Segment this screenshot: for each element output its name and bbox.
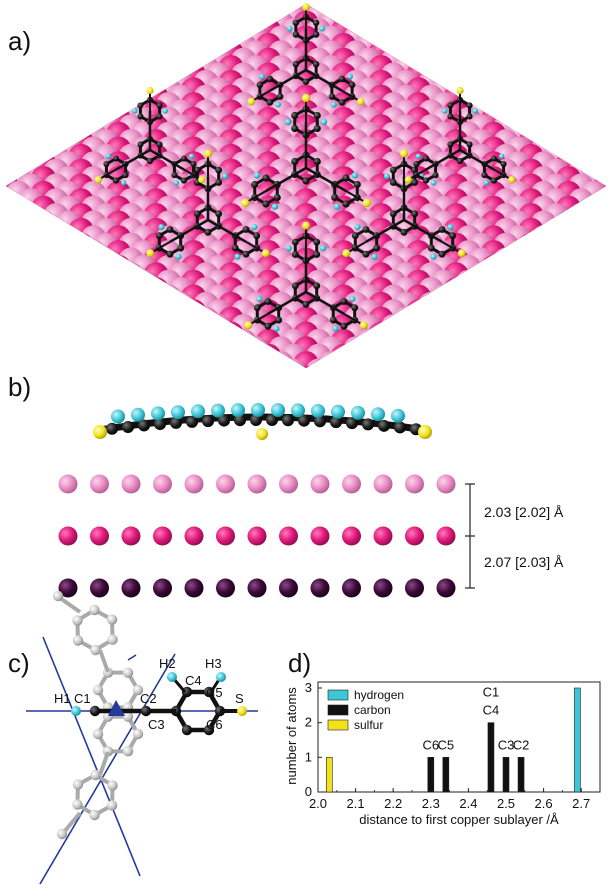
bar-carbon [442, 757, 450, 793]
x-tick-label: 2.1 [347, 796, 365, 811]
panel-a-label: a) [8, 26, 32, 56]
x-tick-label: 2.4 [459, 796, 477, 811]
x-axis-label: distance to first copper sublayer /Å [359, 812, 559, 827]
x-tick-label: 2.0 [309, 796, 327, 811]
y-axis-label: number of atoms [284, 687, 299, 785]
x-tick-label: 2.6 [535, 796, 553, 811]
y-tick-label: 0 [305, 784, 312, 799]
y-tick-label: 1 [305, 749, 312, 764]
bar-annotation: C2 [513, 737, 530, 752]
bar-annotation: C3 [498, 737, 515, 752]
legend-label-carbon: carbon [354, 703, 391, 717]
x-tick-label: 2.7 [572, 796, 590, 811]
bar-annotation: C4 [483, 703, 500, 718]
legend-swatch-sulfur [327, 719, 349, 731]
x-tick-label: 2.5 [497, 796, 515, 811]
panel-a-top-view [6, 3, 606, 368]
legend-label-sulfur: sulfur [354, 718, 383, 732]
legend-swatch-carbon [327, 704, 349, 716]
bar-annotation: C1 [483, 685, 500, 700]
x-tick-label: 2.2 [384, 796, 402, 811]
bar-carbon [487, 722, 495, 793]
bar-sulfur [325, 757, 333, 793]
panel-b-label: b) [8, 372, 32, 402]
bar-hydrogen [574, 687, 581, 793]
x-tick-label: 2.3 [422, 796, 440, 811]
bar-carbon [427, 757, 435, 793]
legend-label-hydrogen: hydrogen [354, 688, 404, 702]
bar-carbon [502, 757, 510, 793]
legend-swatch-hydrogen [327, 689, 349, 701]
bar-annotation: C6 [422, 737, 439, 752]
y-tick-label: 2 [305, 715, 312, 730]
plot-frame [317, 681, 601, 793]
panel-c-label: c) [8, 648, 30, 678]
bar-annotation: C5 [438, 737, 455, 752]
bar-carbon [517, 757, 525, 793]
y-tick-label: 3 [305, 680, 312, 695]
panel-d-label: d) [288, 648, 312, 678]
